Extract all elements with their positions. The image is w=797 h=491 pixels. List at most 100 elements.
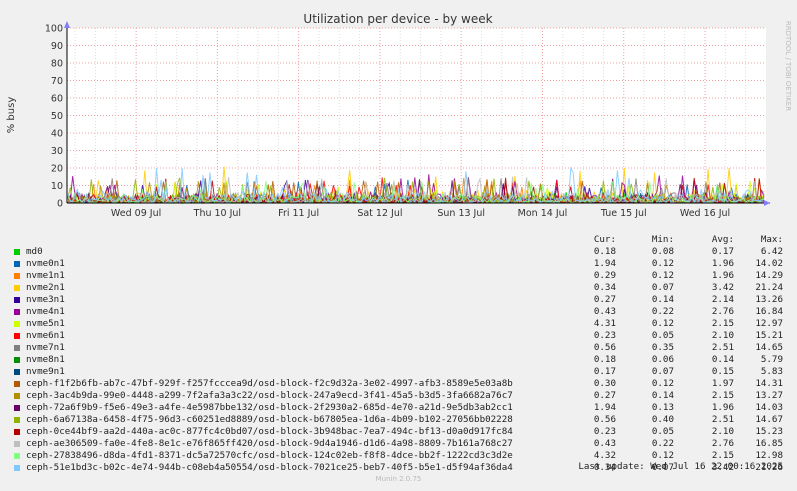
legend-avg-value: 0.15 — [711, 366, 734, 377]
legend-label: ceph-3ac4b9da-99e0-4448-a299-7f2afa3a3c2… — [26, 390, 513, 401]
legend-entry: ceph-6a67138a-6458-4f75-96d3-c60251ed888… — [14, 414, 786, 426]
legend-cur-value: 0.56 — [593, 342, 616, 353]
legend-label: nvme9n1 — [26, 366, 65, 377]
legend-min-value: 0.12 — [651, 450, 674, 461]
legend-label: nvme8n1 — [26, 354, 65, 365]
legend-swatch — [14, 369, 20, 375]
series-line — [67, 177, 765, 204]
legend-entry: ceph-51e1bd3c-b02c-4e74-944b-c08eb4a5055… — [14, 462, 786, 474]
legend-cur-value: 0.27 — [593, 294, 616, 305]
legend-swatch — [14, 393, 20, 399]
legend-avg-value: 2.14 — [711, 294, 734, 305]
legend-swatch — [14, 345, 20, 351]
legend-avg-value: 2.76 — [711, 306, 734, 317]
y-tick-label: 0 — [57, 199, 63, 210]
legend-max-value: 15.23 — [755, 426, 783, 437]
legend-min-value: 0.22 — [651, 438, 674, 449]
legend-entry: nvme3n1 0.27 0.14 2.14 13.26 — [14, 294, 786, 306]
legend-max-value: 14.03 — [755, 402, 783, 413]
legend-max-value: 14.02 — [755, 258, 783, 269]
series-line — [67, 180, 765, 204]
legend-cur-value: 0.23 — [593, 426, 616, 437]
legend-entry: nvme4n1 0.43 0.22 2.76 16.84 — [14, 306, 786, 318]
legend-max-value: 14.29 — [755, 270, 783, 281]
legend-label: md0 — [26, 246, 43, 257]
legend-entry: ceph-72a6f9b9-f5e6-49e3-a4fe-4e5987bbe13… — [14, 402, 786, 414]
legend-swatch — [14, 333, 20, 339]
legend-max-value: 15.21 — [755, 330, 783, 341]
legend-entry: nvme2n1 0.34 0.07 3.42 21.24 — [14, 282, 786, 294]
chart-title: Utilization per device - by week — [303, 12, 492, 26]
legend-label: ceph-51e1bd3c-b02c-4e74-944b-c08eb4a5055… — [26, 462, 513, 473]
legend-max-value: 14.67 — [755, 414, 783, 425]
legend-avg-value: 2.76 — [711, 438, 734, 449]
y-tick-label: 100 — [45, 24, 63, 35]
legend-label: nvme2n1 — [26, 282, 65, 293]
legend-swatch — [14, 285, 20, 291]
y-tick-label: 20 — [51, 164, 63, 175]
legend-swatch — [14, 405, 20, 411]
y-tick-label: 10 — [51, 181, 63, 192]
chart-svg: Utilization per device - by week % busy … — [6, 12, 792, 219]
legend: Cur: Min: Avg: Max: md0 0.18 0.08 0.17 6.42 n… — [14, 234, 786, 474]
legend-avg-value: 0.17 — [711, 246, 734, 257]
legend-avg-value: 3.42 — [711, 282, 734, 293]
legend-cur-value: 0.29 — [593, 270, 616, 281]
y-tick-label: 80 — [51, 59, 63, 70]
legend-swatch — [14, 297, 20, 303]
legend-max-value: 16.85 — [755, 438, 783, 449]
legend-cur-value: 0.23 — [593, 330, 616, 341]
legend-label: ceph-72a6f9b9-f5e6-49e3-a4fe-4e5987bbe13… — [26, 402, 513, 413]
legend-entry: nvme0n1 1.94 0.12 1.96 14.02 — [14, 258, 786, 270]
legend-entry: ceph-3ac4b9da-99e0-4448-a299-7f2afa3a3c2… — [14, 390, 786, 402]
munin-version: Munin 2.0.75 — [375, 475, 422, 483]
legend-max-value: 6.42 — [760, 246, 783, 257]
legend-avg-value: 1.96 — [711, 270, 734, 281]
legend-cur-value: 0.17 — [593, 366, 616, 377]
legend-avg-value: 1.97 — [711, 378, 734, 389]
legend-cur-value: 1.94 — [593, 258, 616, 269]
legend-avg-value: 2.51 — [711, 342, 734, 353]
legend-label: nvme6n1 — [26, 330, 65, 341]
last-update: Last update: Wed Jul 16 22:00:16 2025 — [578, 461, 783, 472]
legend-label: ceph-f1f2b6fb-ab7c-47bf-929f-f257fcccea9… — [26, 378, 513, 389]
y-axis-label: % busy — [6, 97, 17, 134]
y-tick-labels: 0 10 20 30 40 50 60 70 80 90 100 — [45, 24, 63, 210]
legend-avg-value: 1.96 — [711, 258, 734, 269]
legend-max-value: 14.65 — [755, 342, 783, 353]
legend-label: ceph-0ce44bf9-aa2d-440a-ac0c-877fc4c0bd0… — [26, 426, 513, 437]
x-tick-label: Sun 13 Jul — [437, 208, 485, 219]
y-tick-label: 70 — [51, 76, 63, 87]
legend-label: nvme7n1 — [26, 342, 65, 353]
legend-cur-value: 0.56 — [593, 414, 616, 425]
series-line — [67, 166, 765, 204]
x-tick-label: Thu 10 Jul — [193, 208, 241, 219]
legend-avg-value: 2.10 — [711, 426, 734, 437]
legend-min-value: 0.05 — [651, 426, 674, 437]
x-tick-label: Tue 15 Jul — [600, 208, 647, 219]
legend-entry: ceph-f1f2b6fb-ab7c-47bf-929f-f257fcccea9… — [14, 378, 786, 390]
legend-min-value: 0.12 — [651, 258, 674, 269]
legend-cur-value: 1.94 — [593, 402, 616, 413]
legend-min-value: 0.14 — [651, 294, 674, 305]
legend-avg-value: 2.10 — [711, 330, 734, 341]
x-tick-label: Sat 12 Jul — [357, 208, 402, 219]
legend-cur-value: 0.18 — [593, 354, 616, 365]
legend-entry: nvme7n1 0.56 0.35 2.51 14.65 — [14, 342, 786, 354]
legend-max-value: 14.31 — [755, 378, 783, 389]
legend-min-value: 0.12 — [651, 378, 674, 389]
legend-entry: nvme1n1 0.29 0.12 1.96 14.29 — [14, 270, 786, 282]
col-avg: Avg: — [711, 234, 734, 245]
legend-swatch — [14, 273, 20, 279]
legend-label: nvme4n1 — [26, 306, 65, 317]
legend-cur-value: 4.32 — [593, 450, 616, 461]
legend-cur-value: 0.34 — [593, 282, 616, 293]
legend-label: nvme5n1 — [26, 318, 65, 329]
legend-max-value: 13.26 — [755, 294, 783, 305]
legend-min-value: 0.12 — [651, 270, 674, 281]
legend-swatch — [14, 417, 20, 423]
legend-avg-value: 1.96 — [711, 402, 734, 413]
legend-swatch — [14, 441, 20, 447]
rrdtool-credit: RRDTOOL / TOBI OETIKER — [784, 21, 792, 111]
legend-max-value: 12.97 — [755, 318, 783, 329]
